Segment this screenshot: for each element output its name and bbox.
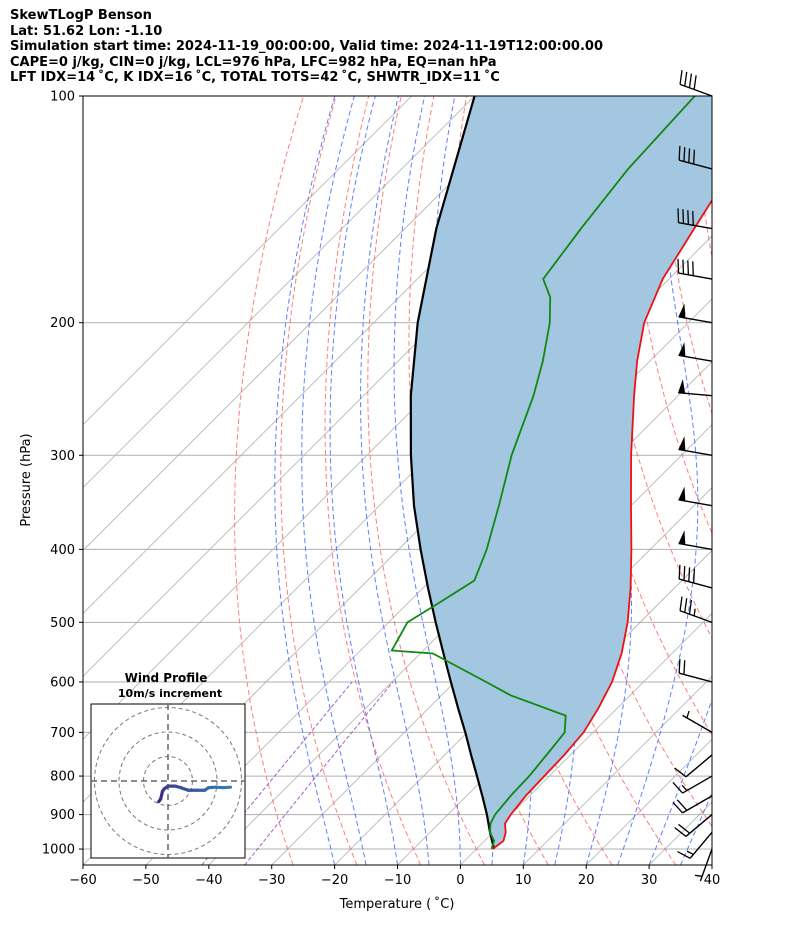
dry-adiabat-100 [727,96,794,865]
y-tick-label-1000: 1000 [42,843,75,858]
isotherm--130 [83,96,412,426]
y-tick-label-900: 900 [50,808,75,823]
x-axis-ticks: −60 −50 −40 −30 −20 −10 0 10 20 30 40 [69,865,720,888]
x-tick-label--30: −30 [258,873,285,888]
hodograph-inset: Wind Profile 10m/s increment [90,671,246,859]
temperature-line [492,198,712,850]
wind-barb-225 [678,342,713,362]
x-tick-label--10: −10 [384,873,411,888]
stability-indices-1: CAPE=0 j/kg, CIN=0 j/kg, LCL=976 hPa, LF… [10,54,497,70]
wind-barb-800 [672,775,713,794]
wind-barb-250 [678,379,713,397]
wind-barb-400 [678,530,713,551]
isotherm--110 [83,96,538,552]
wind-barb-950 [677,831,713,859]
wind-barb-700 [682,710,713,734]
x-tick-label-20: 20 [578,873,595,888]
wind-barb-350 [678,486,713,507]
x-tick-label--50: −50 [132,873,159,888]
wind-barb-100 [679,70,713,97]
x-tick-label-40: 40 [704,873,721,888]
isotherm--120 [83,96,475,489]
chart-header: SkewTLogP Benson Lat: 51.62 Lon: -1.10 S… [10,8,603,86]
cape-shaded-area [410,96,712,849]
x-tick-label-30: 30 [641,873,658,888]
dry-adiabat--30 [234,96,304,865]
isotherm-50 [775,96,794,865]
parcel-temperature-shading [410,96,712,849]
hodograph-segment-12 [221,785,233,790]
wind-barb-200 [678,303,713,324]
sounding-profiles [390,96,712,850]
wind-barb-150 [677,208,713,230]
wind-barb-750 [674,754,713,778]
moist-adiabat--15 [301,96,367,865]
moist-adiabat-0 [393,96,461,865]
moist-adiabat--5 [360,96,430,865]
isotherm-10 [523,675,712,865]
x-tick-label-10: 10 [515,873,532,888]
y-tick-label-300: 300 [50,449,75,464]
y-tick-label-500: 500 [50,616,75,631]
y-tick-label-600: 600 [50,675,75,690]
stability-indices-2: LFT IDX=14 ˚C, K IDX=16 ˚C, TOTAL TOTS=4… [10,70,500,86]
parcel-path-line [409,96,496,850]
wind-barb-900 [674,814,713,837]
hodograph-title: Wind Profile [125,671,208,685]
moist-adiabat-25 [617,96,699,865]
wind-barbs [672,70,713,882]
y-tick-label-700: 700 [50,726,75,741]
dry-adiabat--10 [324,96,422,865]
moist-adiabat-40 [711,863,712,865]
isotherm--20 [334,487,712,865]
dry-adiabat-90 [693,96,712,259]
x-tick-label-0: 0 [456,873,464,888]
x-tick-label--60: −60 [69,873,96,888]
wind-barb-125 [678,145,713,170]
y-tick-label-400: 400 [50,543,75,558]
moist-adiabat--20 [274,96,336,865]
y-tick-label-100: 100 [50,90,75,105]
wind-barb-300 [678,436,713,456]
simulation-times: Simulation start time: 2024-11-19_00:00:… [10,39,603,55]
y-axis-ticks: 100 200 300 400 500 600 700 800 900 1000 [42,90,83,858]
x-tick-label--20: −20 [321,873,348,888]
wind-barb-600 [678,658,713,683]
wind-barb-850 [672,795,713,814]
x-tick-label--40: −40 [195,873,222,888]
y-axis-label: Pressure (hPa) [19,433,34,526]
moist-adiabat--10 [329,96,398,865]
y-tick-label-200: 200 [50,316,75,331]
wind-barb-450 [678,564,713,589]
moist-adiabat-30 [648,698,712,865]
hodograph-subtitle: 10m/s increment [118,687,222,700]
x-axis-label: Temperature ( ˚C) [339,896,455,912]
wind-barb-175 [677,258,713,280]
isotherm-40 [711,864,712,865]
y-tick-label-800: 800 [50,770,75,785]
dewpoint-line [390,96,696,850]
station-coordinates: Lat: 51.62 Lon: -1.10 [10,23,163,39]
isotherm--30 [271,424,712,865]
isotherm-0 [460,612,712,865]
dry-adiabat-80 [661,96,712,415]
dry-adiabat-0 [367,96,485,865]
chart-title: SkewTLogP Benson [10,8,152,23]
mixing-ratio-line-1 [244,681,394,865]
wind-barb-500 [679,596,713,624]
moist-adiabat-35 [680,791,712,865]
dry-adiabat-110 [760,96,794,865]
dry-adiabat--20 [280,96,358,865]
